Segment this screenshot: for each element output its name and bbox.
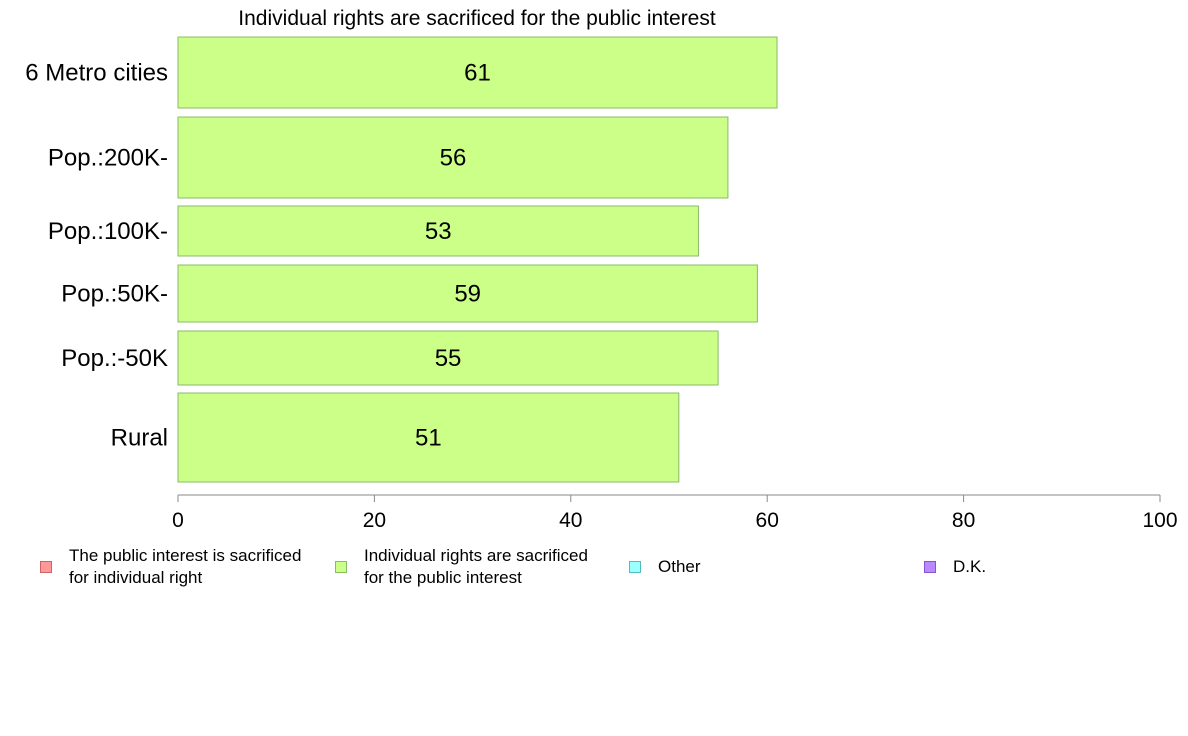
x-tick-label: 60 <box>756 509 779 532</box>
x-tick-label: 80 <box>952 509 975 532</box>
bar <box>177 205 699 257</box>
legend-swatch <box>335 561 347 573</box>
category-label: Pop.:50K- <box>61 281 168 308</box>
bar-value-label: 51 <box>415 425 442 452</box>
legend-label: Individual rights are sacrificed for the… <box>364 546 588 587</box>
category-label: Pop.:100K- <box>48 218 168 245</box>
legend-item-individual-rights-sacrificed: Individual rights are sacrificed for the… <box>335 545 588 589</box>
bar <box>177 36 778 109</box>
bar <box>177 330 719 386</box>
x-tick-label: 100 <box>1142 509 1177 532</box>
category-label: Rural <box>111 425 168 452</box>
legend-item-other: Other <box>629 556 701 578</box>
bar <box>177 392 680 483</box>
legend-swatch <box>924 561 936 573</box>
x-tick-label: 40 <box>559 509 582 532</box>
bar-value-label: 61 <box>464 60 491 87</box>
category-label: Pop.:200K- <box>48 145 168 172</box>
category-label: Pop.:-50K <box>61 345 168 372</box>
legend-label: D.K. <box>953 557 987 576</box>
bar-value-label: 59 <box>454 281 481 308</box>
chart-title: Individual rights are sacrificed for the… <box>238 7 716 30</box>
bar-chart: Individual rights are sacrificed for the… <box>25 7 1177 532</box>
legend-label: The public interest is sacrificed for in… <box>69 546 302 587</box>
legend-label: Other <box>658 557 701 576</box>
legend-swatch <box>629 561 641 573</box>
bar-value-label: 55 <box>435 345 462 372</box>
x-tick-label: 20 <box>363 509 386 532</box>
legend-swatch <box>40 561 52 573</box>
category-label: 6 Metro cities <box>25 60 168 87</box>
bar-value-label: 53 <box>425 218 452 245</box>
bar-value-label: 56 <box>440 145 467 172</box>
legend-item-public-interest-sacrificed: The public interest is sacrificed for in… <box>40 545 301 589</box>
bar <box>177 116 729 199</box>
legend-item-dk: D.K. <box>924 556 986 578</box>
legend: The public interest is sacrificed for in… <box>0 545 1188 595</box>
x-tick-label: 0 <box>172 509 184 532</box>
bar <box>177 264 758 323</box>
